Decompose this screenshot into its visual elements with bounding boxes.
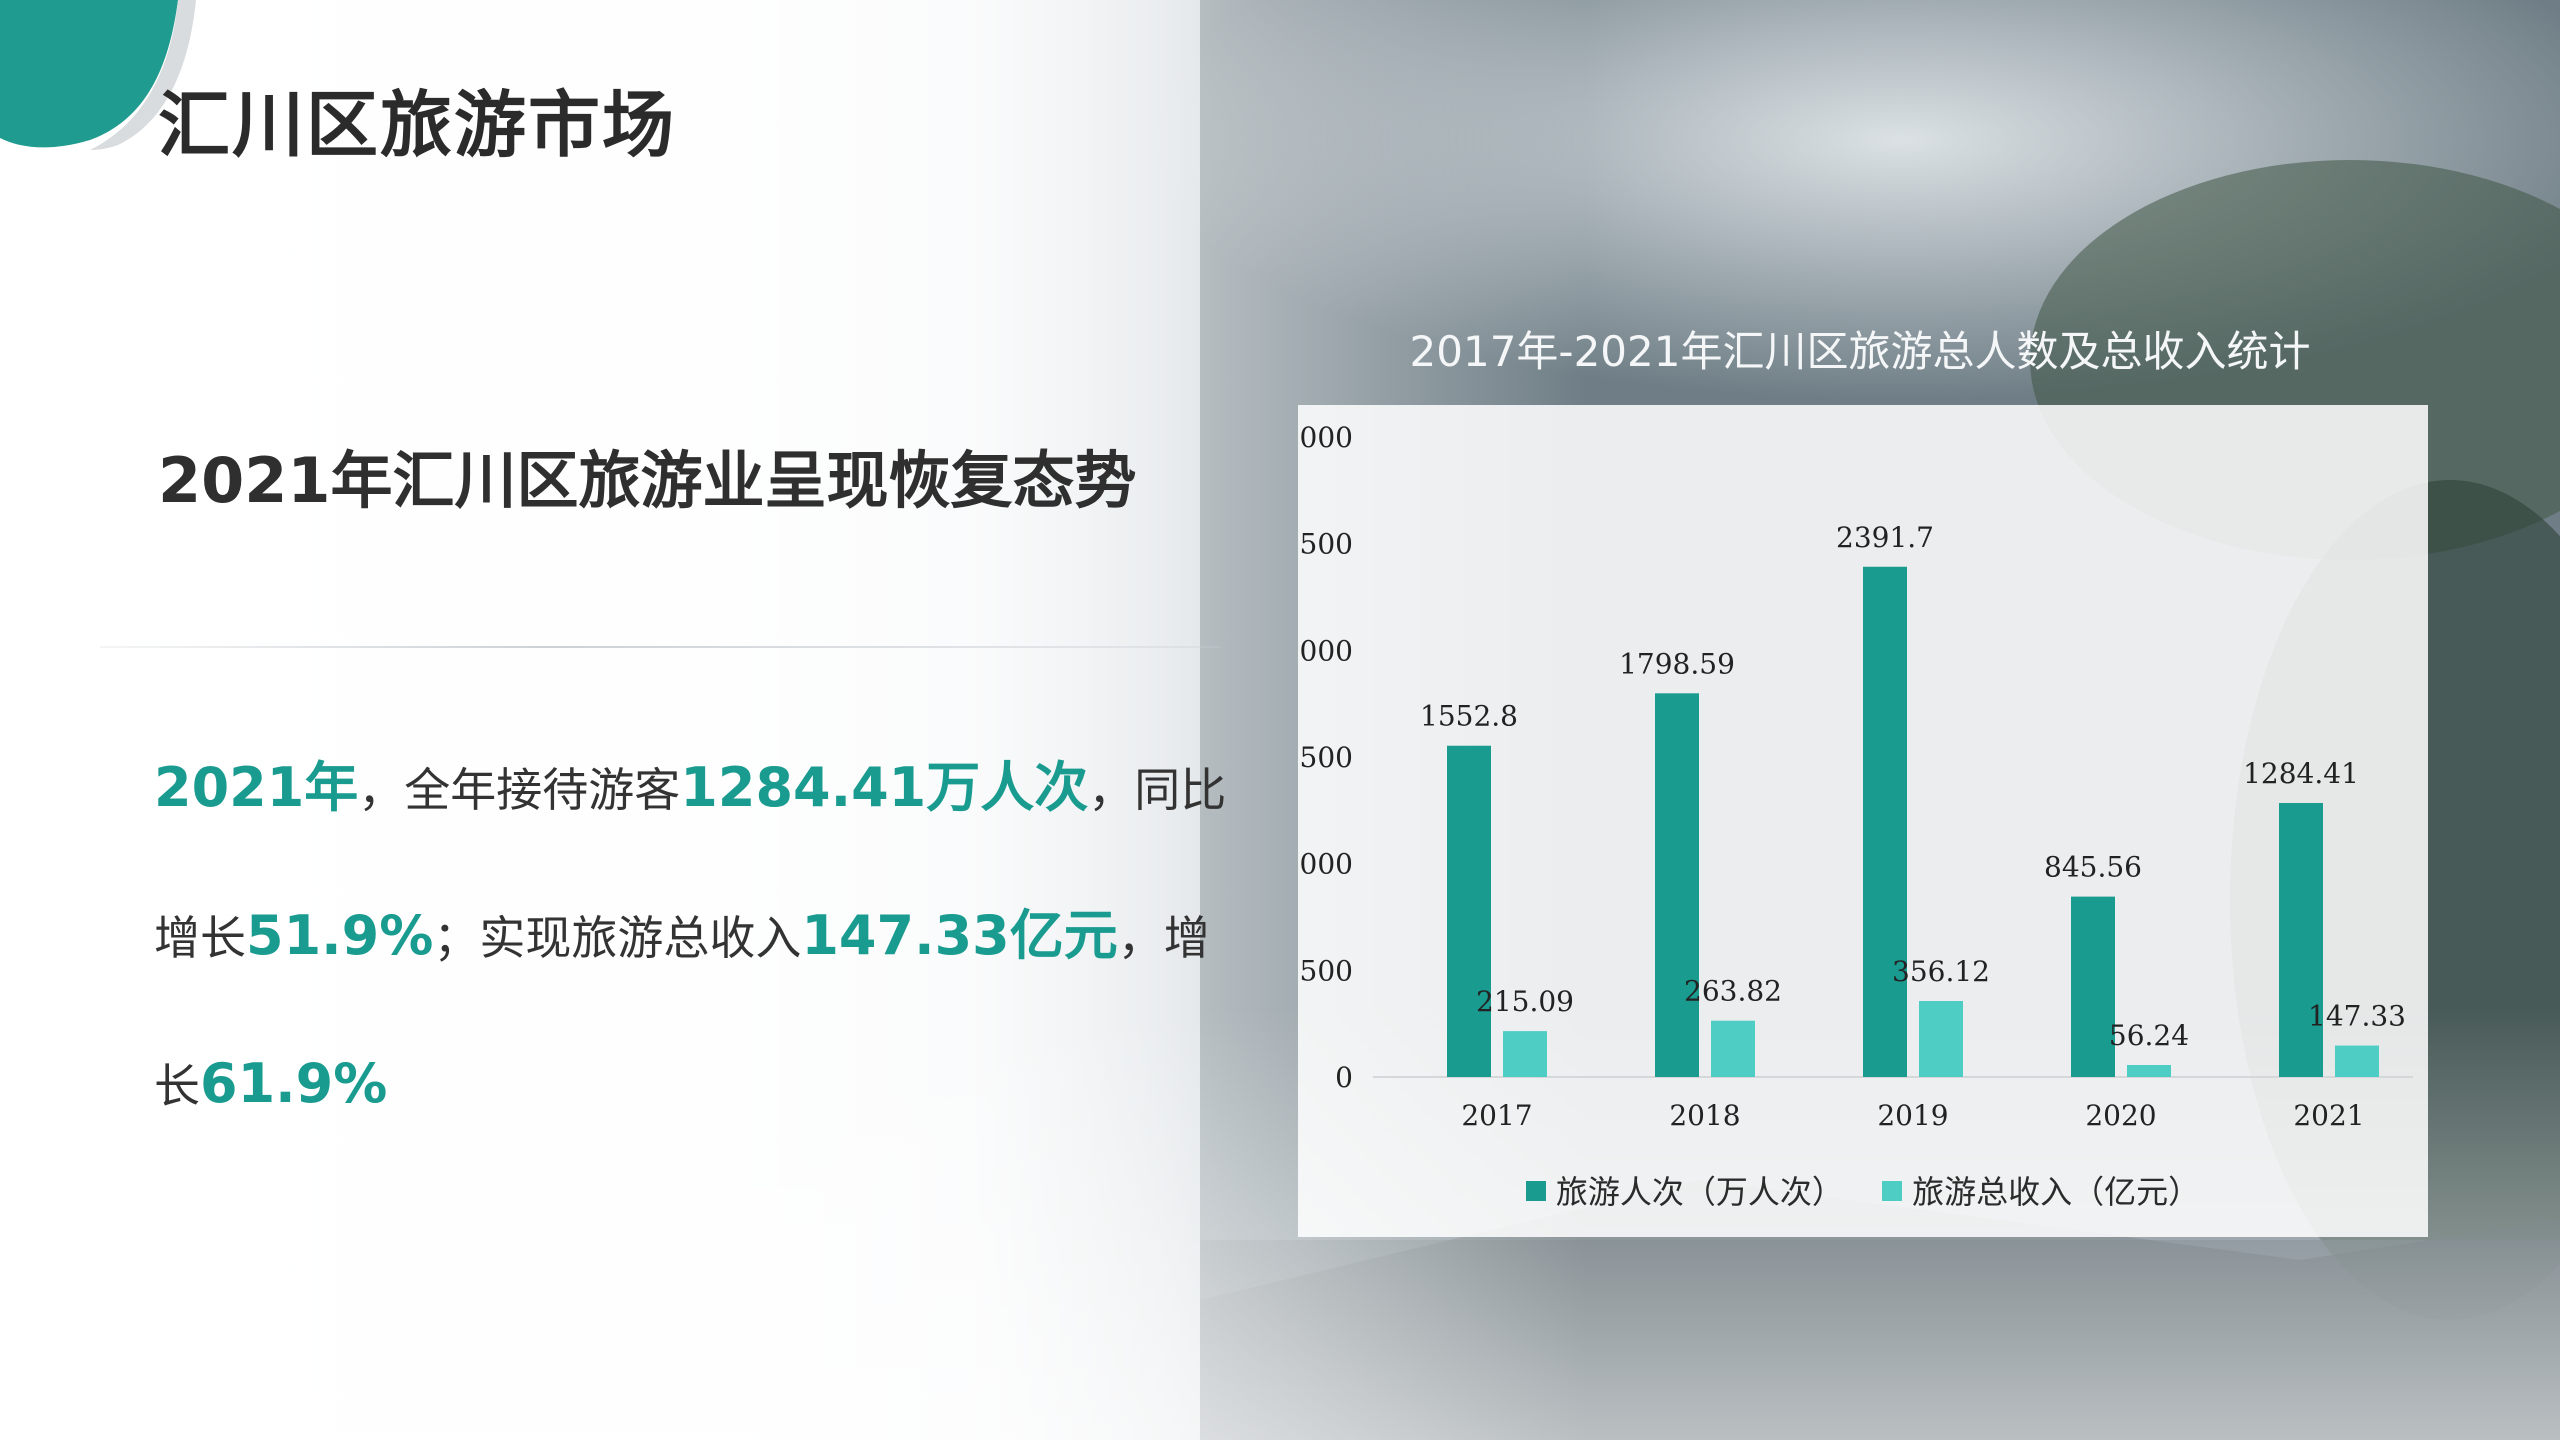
y-tick-label: 1500	[1298, 741, 1353, 774]
x-tick-label: 2019	[1877, 1099, 1948, 1132]
divider	[100, 646, 1220, 648]
summary-visitors: 1284.41万人次	[680, 756, 1089, 819]
bar-chart: 0 500 1000 1500 2000 2500 3000 1552.8 215.09 2017…	[1298, 421, 2413, 1132]
data-label-revenue: 215.09	[1476, 985, 1574, 1018]
legend-item-revenue: 旅游总收入（亿元）	[1882, 1167, 2200, 1213]
bar-revenue	[2335, 1045, 2379, 1077]
data-label-visitors: 2391.7	[1836, 521, 1934, 554]
x-tick-label: 2018	[1669, 1099, 1740, 1132]
bar-visitors	[2071, 896, 2115, 1077]
bar-visitors	[1655, 693, 1699, 1077]
bar-revenue	[2127, 1065, 2171, 1077]
summary-text-4: ，增长	[154, 911, 1210, 1113]
bar-revenue	[1919, 1001, 1963, 1077]
summary-text: 2021年，全年接待游客1284.41万人次，同比增长51.9%；实现旅游总收入…	[154, 715, 1234, 1159]
bar-visitors	[2279, 802, 2323, 1077]
summary-revenue-growth: 61.9%	[200, 1052, 388, 1115]
summary-text-1: ，全年接待游客	[358, 763, 681, 817]
summary-visitor-growth: 51.9%	[246, 904, 434, 967]
data-label-revenue: 263.82	[1684, 975, 1782, 1008]
chart-panel: 0 500 1000 1500 2000 2500 3000 1552.8 215.09 2017…	[1298, 405, 2428, 1237]
legend-swatch-visitors	[1525, 1181, 1546, 1201]
data-label-visitors: 1284.41	[2243, 757, 2359, 790]
y-tick-label: 2000	[1298, 634, 1353, 667]
data-label-visitors: 1552.8	[1420, 700, 1518, 733]
summary-text-3: ；实现旅游总收入	[433, 911, 802, 965]
legend-label-visitors: 旅游人次（万人次）	[1555, 1173, 1844, 1211]
y-tick-label: 3000	[1298, 421, 1353, 454]
bar-visitors	[1447, 745, 1491, 1077]
chart-title: 2017年-2021年汇川区旅游总人数及总收入统计	[1409, 327, 2311, 376]
y-tick-label: 1000	[1298, 848, 1353, 881]
data-label-visitors: 845.56	[2044, 851, 2142, 884]
bar-revenue	[1503, 1031, 1547, 1077]
legend-swatch-revenue	[1882, 1181, 1903, 1201]
legend-label-revenue: 旅游总收入（亿元）	[1912, 1173, 2201, 1211]
summary-text-2: ，同比增长	[154, 763, 1227, 965]
headline: 2021年汇川区旅游业呈现恢复态势	[158, 444, 1137, 517]
data-label-revenue: 56.24	[2109, 1019, 2189, 1052]
bar-visitors	[1863, 566, 1907, 1077]
y-tick-label: 0	[1335, 1061, 1353, 1094]
data-label-visitors: 1798.59	[1619, 647, 1735, 680]
legend-item-visitors: 旅游人次（万人次）	[1525, 1167, 1844, 1213]
bar-revenue	[1711, 1020, 1755, 1077]
y-tick-label: 2500	[1298, 528, 1353, 561]
x-tick-label: 2017	[1461, 1099, 1532, 1132]
x-tick-label: 2021	[2293, 1099, 2364, 1132]
data-label-revenue: 147.33	[2308, 1000, 2406, 1033]
data-label-revenue: 356.12	[1892, 955, 1990, 988]
summary-year: 2021年	[154, 756, 359, 819]
page-title: 汇川区旅游市场	[158, 83, 677, 167]
summary-revenue: 147.33亿元	[801, 904, 1118, 967]
y-tick-label: 500	[1300, 954, 1353, 987]
chart-legend: 旅游人次（万人次） 旅游总收入（亿元）	[1298, 1167, 2428, 1213]
corner-decoration-icon	[0, 0, 196, 150]
x-tick-label: 2020	[2085, 1099, 2156, 1132]
